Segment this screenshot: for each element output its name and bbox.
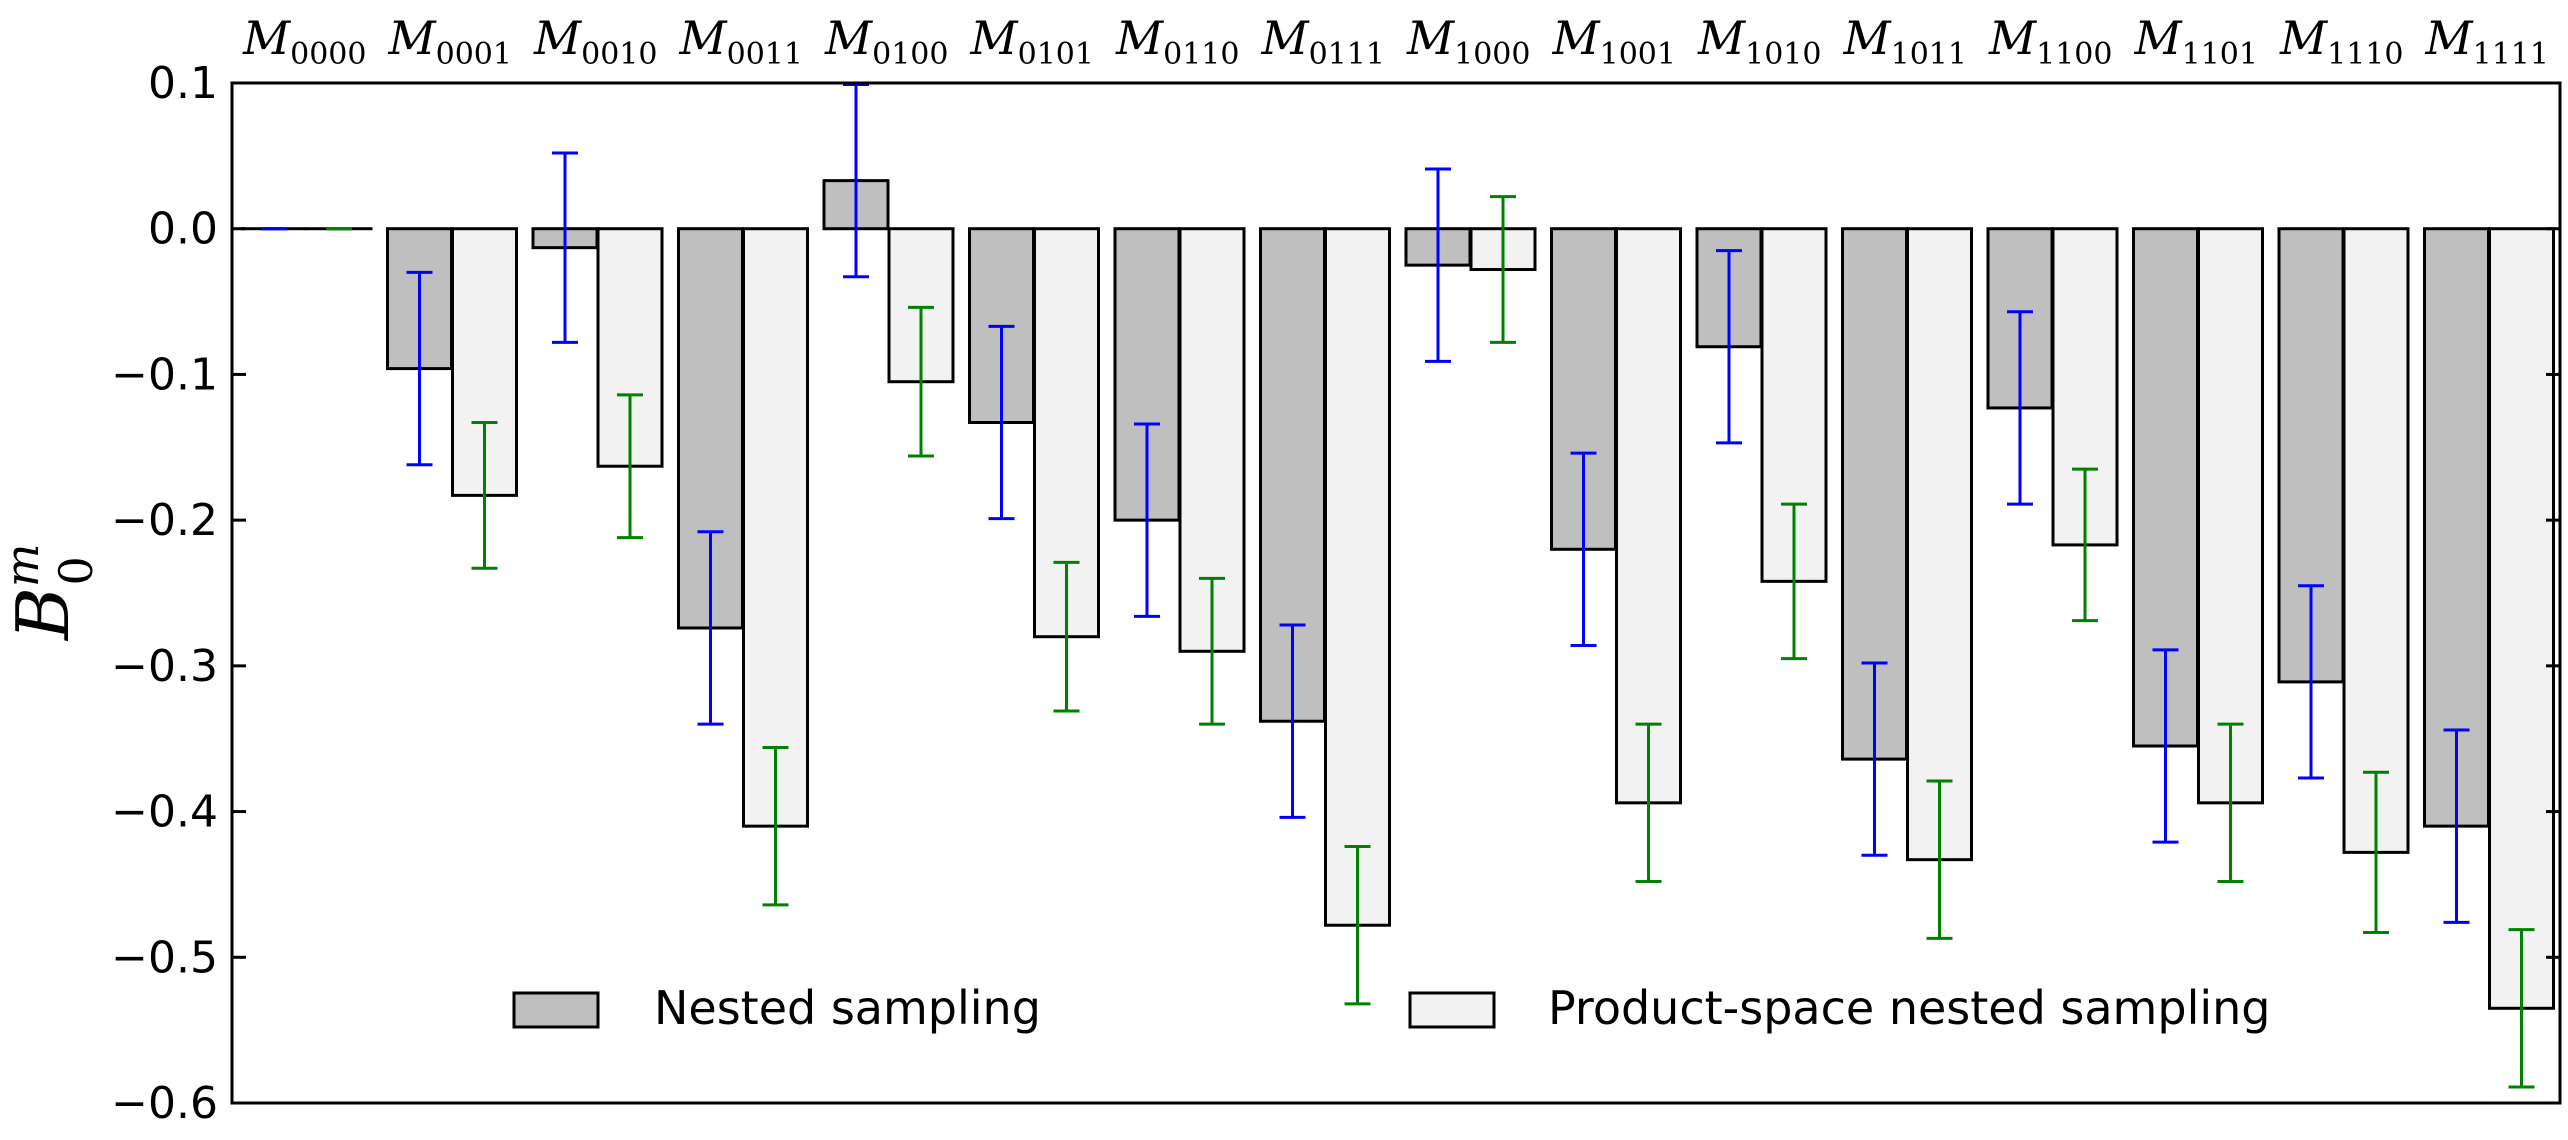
bars-layer — [240, 179, 2555, 1010]
ytick-label: −0.2 — [111, 495, 218, 546]
error-bar-product-space-1001 — [1635, 722, 1662, 884]
category-label-1110: M1110 — [2279, 11, 2403, 72]
ytick-label: −0.4 — [111, 787, 218, 838]
ytick-label: 0.0 — [148, 204, 218, 255]
error-bar-nested-0011 — [697, 530, 724, 726]
error-bar-product-space-1010 — [1781, 502, 1807, 661]
ytick-label: −0.3 — [111, 641, 218, 692]
bar-nested-1111 — [2423, 227, 2490, 828]
error-bar-product-space-0111 — [1344, 845, 1371, 1006]
category-label-1001: M1001 — [1552, 11, 1676, 72]
category-label-0001: M0001 — [388, 11, 512, 72]
legend-label-product-space: Product-space nested sampling — [1548, 981, 2270, 1035]
category-label-0010: M0010 — [533, 11, 657, 72]
error-bar-nested-0110 — [1134, 422, 1160, 618]
y-axis-label: Bm0 — [0, 543, 103, 642]
error-bar-product-space-0011 — [762, 745, 789, 907]
category-label-1010: M1010 — [1697, 11, 1821, 72]
error-bar-nested-0001 — [406, 270, 433, 467]
plot-frame — [230, 81, 2562, 1105]
y-axis: 0.1 0.0 −0.1 −0.2 −0.3 −0.4 −0.5 −0.6 — [111, 58, 2560, 1129]
bar-product-space-1101 — [2197, 227, 2264, 805]
error-bar-nested-1111 — [2443, 728, 2470, 924]
error-bar-product-space-1101 — [2217, 722, 2244, 884]
error-bar-product-space-0110 — [1199, 576, 1225, 726]
ytick-label: −0.1 — [111, 349, 218, 400]
ytick-label: 0.1 — [148, 58, 218, 109]
error-bar-product-space-1011 — [1926, 779, 1953, 940]
bar-product-space-1110 — [2342, 227, 2410, 854]
category-label-0110: M0110 — [1115, 11, 1239, 72]
bar-product-space-1011 — [1906, 227, 1973, 862]
error-bar-nested-1001 — [1570, 451, 1597, 647]
legend-swatch-nested — [512, 991, 600, 1029]
category-label-1101: M1101 — [2134, 11, 2258, 72]
category-label-0000: M0000 — [242, 11, 366, 72]
legend: Nested sampling Product-space nested sam… — [512, 981, 2270, 1035]
legend-label-nested: Nested sampling — [654, 981, 1041, 1035]
error-bar-nested-1000 — [1425, 167, 1451, 363]
error-bar-product-space-1000 — [1490, 195, 1516, 344]
bar-product-space-0011 — [742, 227, 809, 828]
error-bar-product-space-0101 — [1053, 560, 1080, 713]
error-bar-nested-1110 — [2298, 584, 2324, 780]
error-bar-nested-1100 — [2007, 310, 2033, 506]
x-axis-top-labels: M0000 M0001 M0010 M0011 M0100 M0101 M0110 M0111… — [242, 11, 2549, 72]
category-label-0101: M0101 — [970, 11, 1094, 72]
category-label-0011: M0011 — [679, 11, 803, 72]
error-bar-product-space-1110 — [2363, 770, 2389, 935]
category-label-1000: M1000 — [1406, 11, 1530, 72]
ytick-label: −0.6 — [111, 1078, 218, 1129]
error-bars-layer — [261, 82, 2535, 1089]
bar-product-space-1111 — [2488, 227, 2555, 1010]
category-label-1111: M1111 — [2425, 11, 2549, 72]
category-label-0100: M0100 — [824, 11, 948, 72]
error-bar-nested-1101 — [2152, 648, 2179, 844]
error-bar-nested-0111 — [1279, 623, 1306, 819]
error-bar-nested-1010 — [1716, 249, 1742, 445]
error-bar-product-space-1100 — [2072, 467, 2098, 623]
error-bar-product-space-0010 — [617, 393, 643, 540]
error-bar-product-space-0001 — [471, 421, 498, 570]
category-label-0111: M0111 — [1261, 11, 1385, 72]
category-label-1011: M1011 — [1843, 11, 1967, 72]
error-bar-product-space-0100 — [908, 305, 934, 458]
legend-swatch-product-space — [1408, 991, 1496, 1029]
bar-product-space-0111 — [1324, 227, 1391, 927]
category-label-1100: M1100 — [1988, 11, 2112, 72]
error-bar-nested-0010 — [552, 151, 578, 344]
bar-product-space-1001 — [1615, 227, 1682, 805]
error-bar-product-space-1111 — [2508, 928, 2535, 1089]
error-bar-nested-1011 — [1861, 661, 1888, 857]
ytick-label: −0.5 — [111, 932, 218, 983]
error-bar-nested-0101 — [988, 324, 1015, 521]
